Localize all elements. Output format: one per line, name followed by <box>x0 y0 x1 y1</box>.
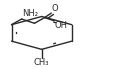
Text: CH₃: CH₃ <box>34 58 49 67</box>
Text: OH: OH <box>55 21 68 30</box>
Text: O: O <box>52 4 59 13</box>
Text: NH₂: NH₂ <box>22 9 38 18</box>
